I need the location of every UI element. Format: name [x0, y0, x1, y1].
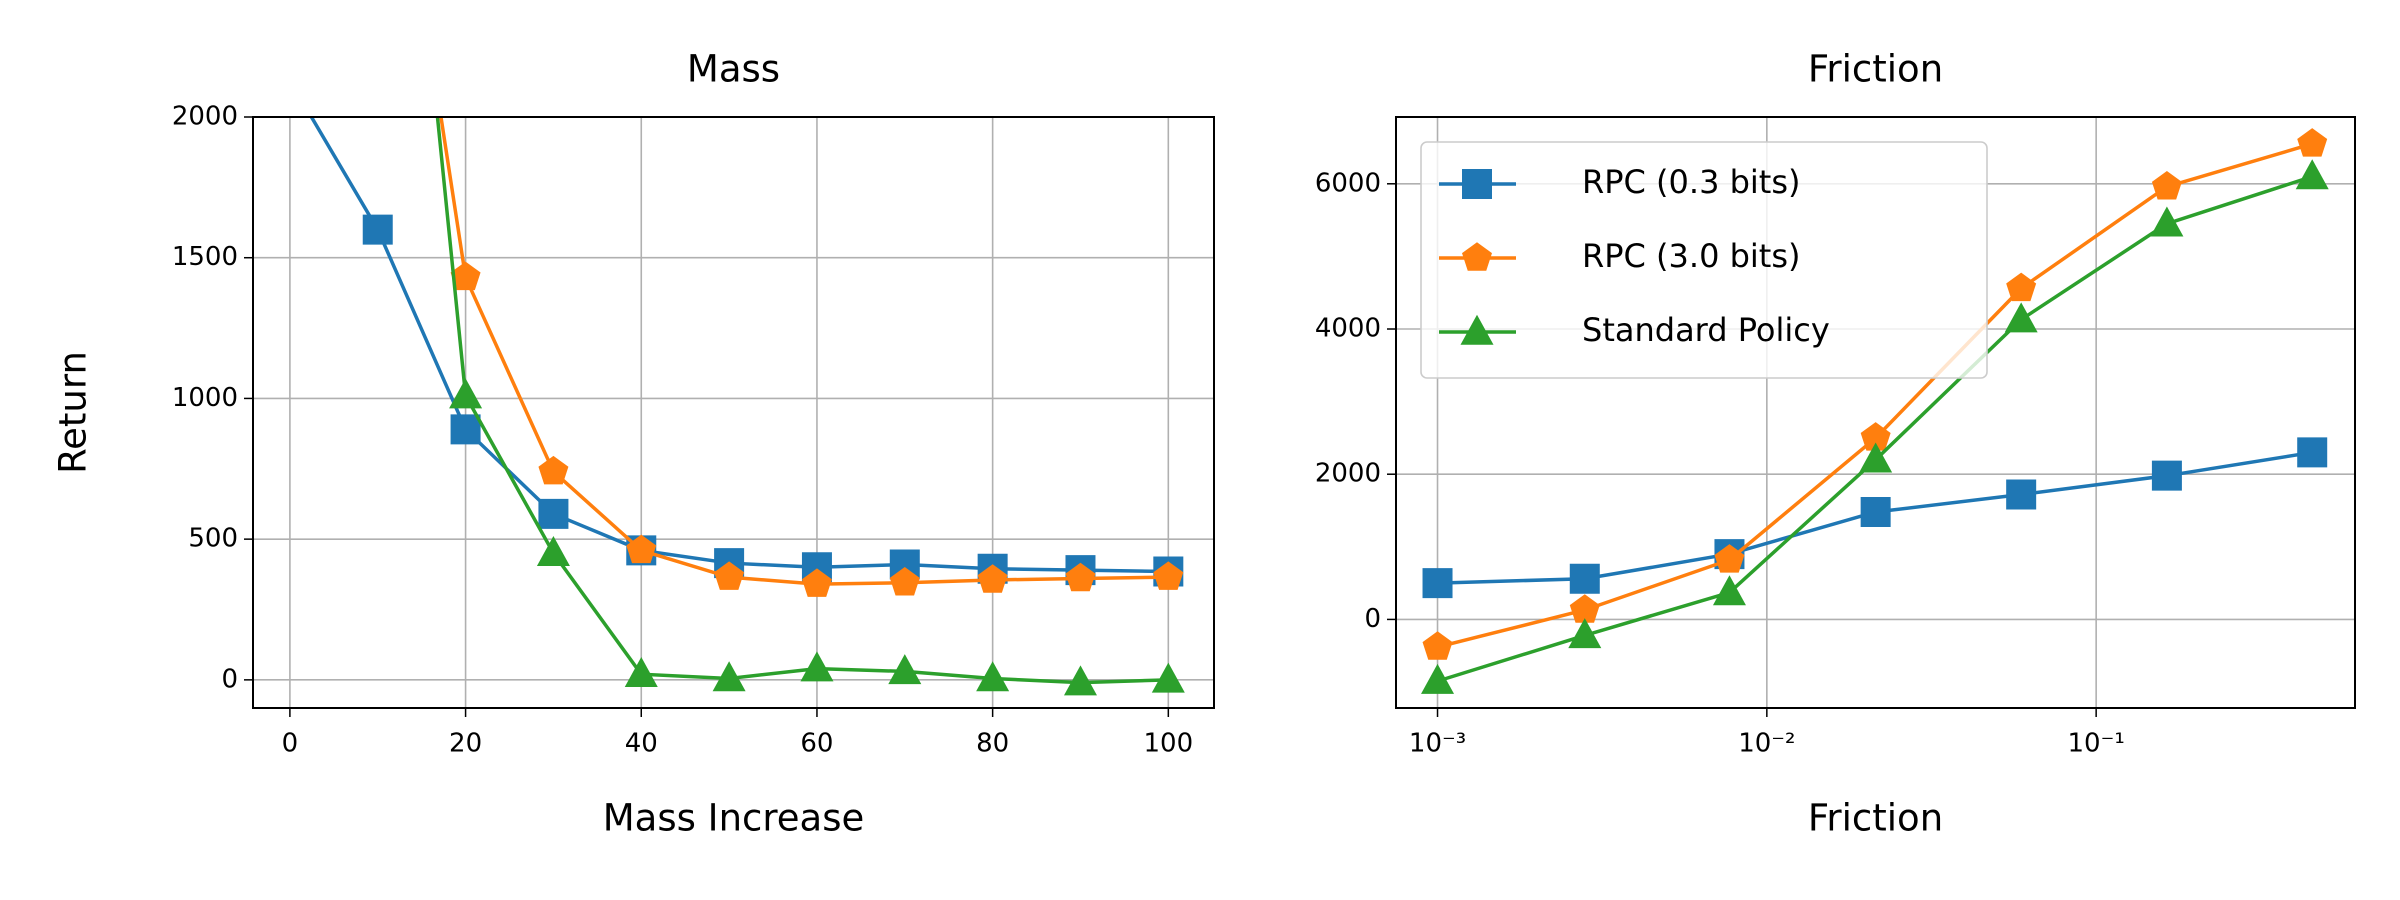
legend-marker: [1462, 242, 1492, 271]
plot-area: [1421, 128, 2329, 694]
chart-title: Friction: [1808, 48, 1943, 91]
marker: [2151, 460, 2182, 491]
marker: [1568, 618, 1602, 649]
marker: [1151, 662, 1185, 693]
marker: [362, 214, 393, 245]
x-tick-label: 100: [1144, 729, 1194, 759]
marker: [888, 654, 922, 685]
x-tick-label: 10⁻²: [1738, 729, 1795, 759]
y-tick-label: 2000: [172, 102, 238, 132]
marker: [536, 535, 570, 566]
axes-frame: [1395, 116, 2356, 709]
marker: [977, 564, 1008, 593]
axes-frame: [252, 116, 1215, 709]
marker: [1714, 544, 1745, 573]
marker: [449, 378, 483, 409]
marker: [450, 414, 481, 445]
x-tick-label: 0: [282, 729, 299, 759]
legend-marker: [1460, 314, 1494, 345]
marker: [889, 549, 920, 580]
y-axis-label: Return: [52, 351, 95, 474]
plot-area: [275, 65, 1185, 696]
legend-label: Standard Policy: [1582, 311, 1830, 349]
marker: [624, 656, 658, 687]
y-tick-label: 1000: [172, 383, 238, 413]
x-tick-label: 40: [625, 729, 658, 759]
legend-label: RPC (0.3 bits): [1582, 163, 1801, 201]
y-tick-label: 2000: [1315, 459, 1381, 489]
marker: [2297, 437, 2328, 468]
marker: [538, 455, 569, 485]
marker: [626, 534, 657, 564]
y-tick-label: 0: [221, 664, 238, 694]
marker: [2297, 128, 2328, 157]
marker: [1421, 663, 1455, 694]
marker: [2151, 170, 2182, 200]
marker: [976, 661, 1010, 692]
x-tick-label: 80: [976, 729, 1009, 759]
marker: [450, 261, 481, 291]
marker: [1153, 561, 1184, 590]
marker: [2006, 272, 2037, 302]
y-tick-label: 1500: [172, 242, 238, 272]
y-tick-label: 500: [188, 524, 238, 554]
marker: [538, 498, 569, 529]
marker: [889, 567, 920, 596]
marker: [1860, 422, 1891, 451]
marker: [1422, 631, 1453, 660]
x-tick-label: 20: [449, 729, 482, 759]
marker: [1569, 563, 1600, 594]
marker: [1860, 496, 1891, 527]
marker: [1712, 575, 1746, 606]
legend-marker: [1462, 169, 1492, 199]
marker: [2006, 479, 2037, 510]
legend-box: [1420, 141, 1988, 379]
marker: [712, 661, 746, 692]
marker: [2295, 159, 2329, 190]
chart-title: Mass: [687, 48, 780, 91]
x-tick-label: 10⁻¹: [2068, 729, 2125, 759]
series-line: [309, 117, 1169, 574]
marker: [1422, 568, 1453, 599]
marker: [801, 568, 832, 597]
y-tick-label: 0: [1364, 604, 1381, 634]
y-tick-label: 6000: [1315, 168, 1381, 198]
marker: [2004, 302, 2038, 333]
x-tick-label: 10⁻³: [1409, 729, 1466, 759]
y-tick-label: 4000: [1315, 314, 1381, 344]
x-axis-label: Friction: [1808, 797, 1943, 840]
legend-label: RPC (3.0 bits): [1582, 237, 1801, 275]
marker: [275, 65, 305, 95]
marker: [714, 561, 745, 590]
x-tick-label: 60: [800, 729, 833, 759]
x-axis-label: Mass Increase: [603, 797, 865, 840]
marker: [1065, 562, 1096, 592]
marker: [2150, 206, 2184, 237]
marker: [1569, 594, 1600, 623]
marker: [1063, 665, 1097, 696]
marker: [800, 651, 834, 682]
marker: [1859, 442, 1893, 473]
